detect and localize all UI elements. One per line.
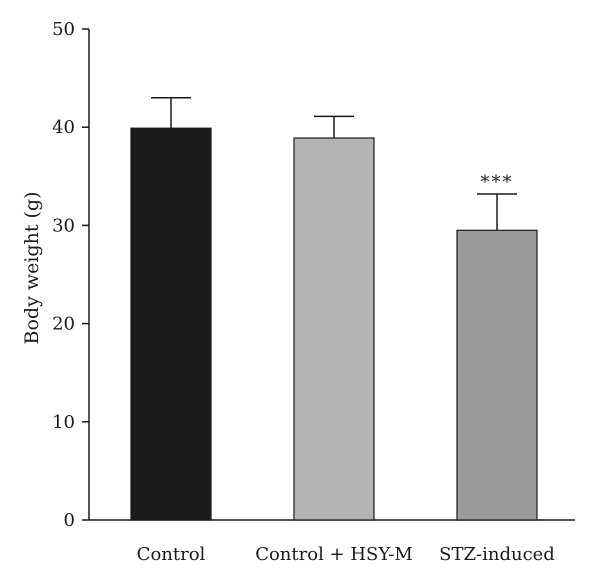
bar-3 [456, 229, 538, 521]
annotations-group: *** [481, 172, 514, 193]
bars-group [130, 127, 538, 521]
x-tick-label: Control + HSY-M [255, 544, 413, 565]
significance-annotation: *** [481, 172, 514, 193]
error-bars-group [151, 96, 517, 231]
y-tick-label: 50 [52, 19, 75, 40]
y-tick-label: 40 [52, 117, 75, 138]
bar-1 [130, 127, 212, 521]
y-axis-label: Body weight (g) [21, 192, 43, 345]
x-tick-label: STZ-induced [439, 544, 555, 565]
y-tick-label: 10 [52, 412, 75, 433]
y-tick-label: 20 [52, 314, 75, 335]
bar-2 [293, 137, 375, 521]
y-tick-label: 30 [52, 215, 75, 236]
x-tick-label: Control [137, 544, 206, 565]
x-axis: Control Control + HSY-M STZ-induced [89, 519, 575, 565]
y-axis: 0 10 20 30 40 50 [52, 19, 90, 531]
y-tick-label: 0 [64, 510, 75, 531]
